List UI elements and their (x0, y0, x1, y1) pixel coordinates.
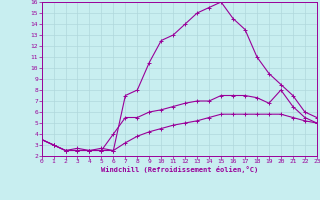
X-axis label: Windchill (Refroidissement éolien,°C): Windchill (Refroidissement éolien,°C) (100, 166, 258, 173)
